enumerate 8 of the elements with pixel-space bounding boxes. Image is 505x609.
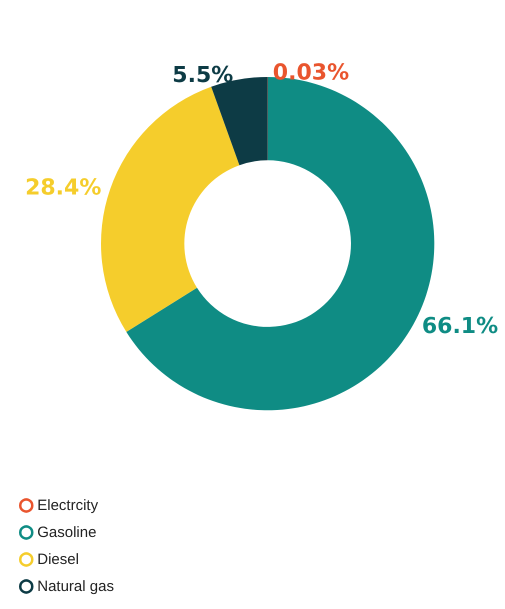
legend-label: Diesel xyxy=(37,551,79,568)
legend-label: Gasoline xyxy=(37,524,96,541)
legend-label: Natural gas xyxy=(37,578,114,595)
data-label: 66.1% xyxy=(422,314,498,339)
legend-label: Electrcity xyxy=(37,497,99,514)
data-label: 0.03% xyxy=(272,60,350,86)
data-label: 5.5% xyxy=(172,62,234,88)
data-label: 28.4% xyxy=(25,175,102,200)
